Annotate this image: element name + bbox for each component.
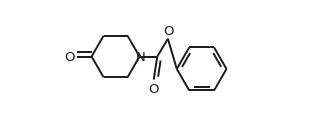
Text: O: O: [64, 51, 74, 63]
Text: N: N: [136, 51, 145, 63]
Text: O: O: [148, 83, 159, 95]
Text: O: O: [164, 25, 174, 38]
